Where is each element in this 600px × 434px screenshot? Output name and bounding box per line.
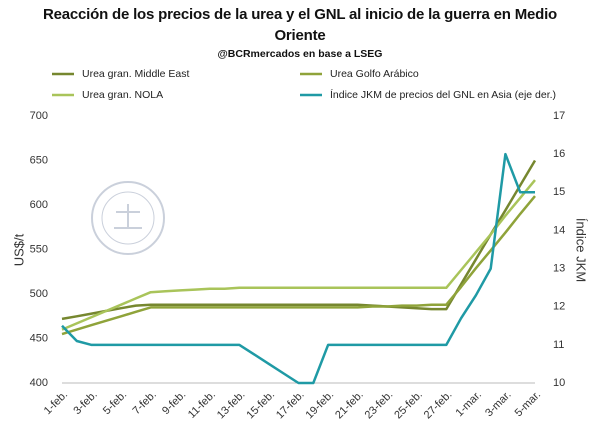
x-tick-label: 23-feb. [363,389,396,422]
y2-tick-label: 12 [553,301,565,313]
series-line [61,195,536,336]
y2-tick-label: 15 [553,186,565,198]
x-tick-label: 7-feb. [130,389,158,417]
x-tick-label: 9-feb. [160,389,188,417]
y-tick-label: 600 [30,199,48,211]
x-tick-label: 5-mar. [513,389,544,420]
x-tick-label: 17-feb. [274,389,307,422]
x-tick-label: 5-feb. [101,389,129,417]
y-tick-label: 550 [30,243,48,255]
x-tick-label: 25-feb. [392,389,425,422]
series-line [61,179,536,331]
y-tick-label: 400 [30,377,48,389]
x-tick-label: 3-feb. [71,389,99,417]
legend-label: Índice JKM de precios del GNL en Asia (e… [330,88,556,101]
y-tick-label: 650 [30,154,48,166]
y2-tick-label: 11 [553,339,564,351]
legend-label: Urea gran. NOLA [82,89,163,101]
x-tick-label: 13-feb. [215,389,248,422]
watermark [91,181,165,255]
y2-tick-label: 10 [553,377,565,389]
y2-tick-label: 16 [553,148,565,160]
x-tick-label: 15-feb. [244,389,277,422]
series-line [61,159,537,321]
x-tick-label: 27-feb. [422,389,455,422]
y-tick-label: 450 [30,332,48,344]
y2-tick-label: 17 [553,110,565,122]
x-tick-label: 1-mar. [454,389,485,420]
x-tick-label: 1-feb. [42,389,70,417]
chart-subtitle: @BCRmercados en base a LSEG [217,48,383,60]
legend-label: Urea Golfo Arábico [330,68,419,80]
y-tick-label: 700 [30,110,48,122]
x-tick-label: 3-mar. [483,389,514,420]
y2-axis-label: Índice JKM [574,218,589,282]
series-line [61,152,535,385]
x-tick-label: 19-feb. [304,389,337,422]
legend-label: Urea gran. Middle East [82,68,189,80]
y2-tick-label: 13 [553,262,565,274]
y-axis-label: US$/t [11,233,26,266]
chart-title: Reacción de los precios de la urea y el … [42,6,558,44]
y2-tick-label: 14 [553,224,565,236]
x-tick-label: 21-feb. [333,389,366,422]
x-tick-label: 11-feb. [186,389,218,421]
y-tick-label: 500 [30,288,48,300]
